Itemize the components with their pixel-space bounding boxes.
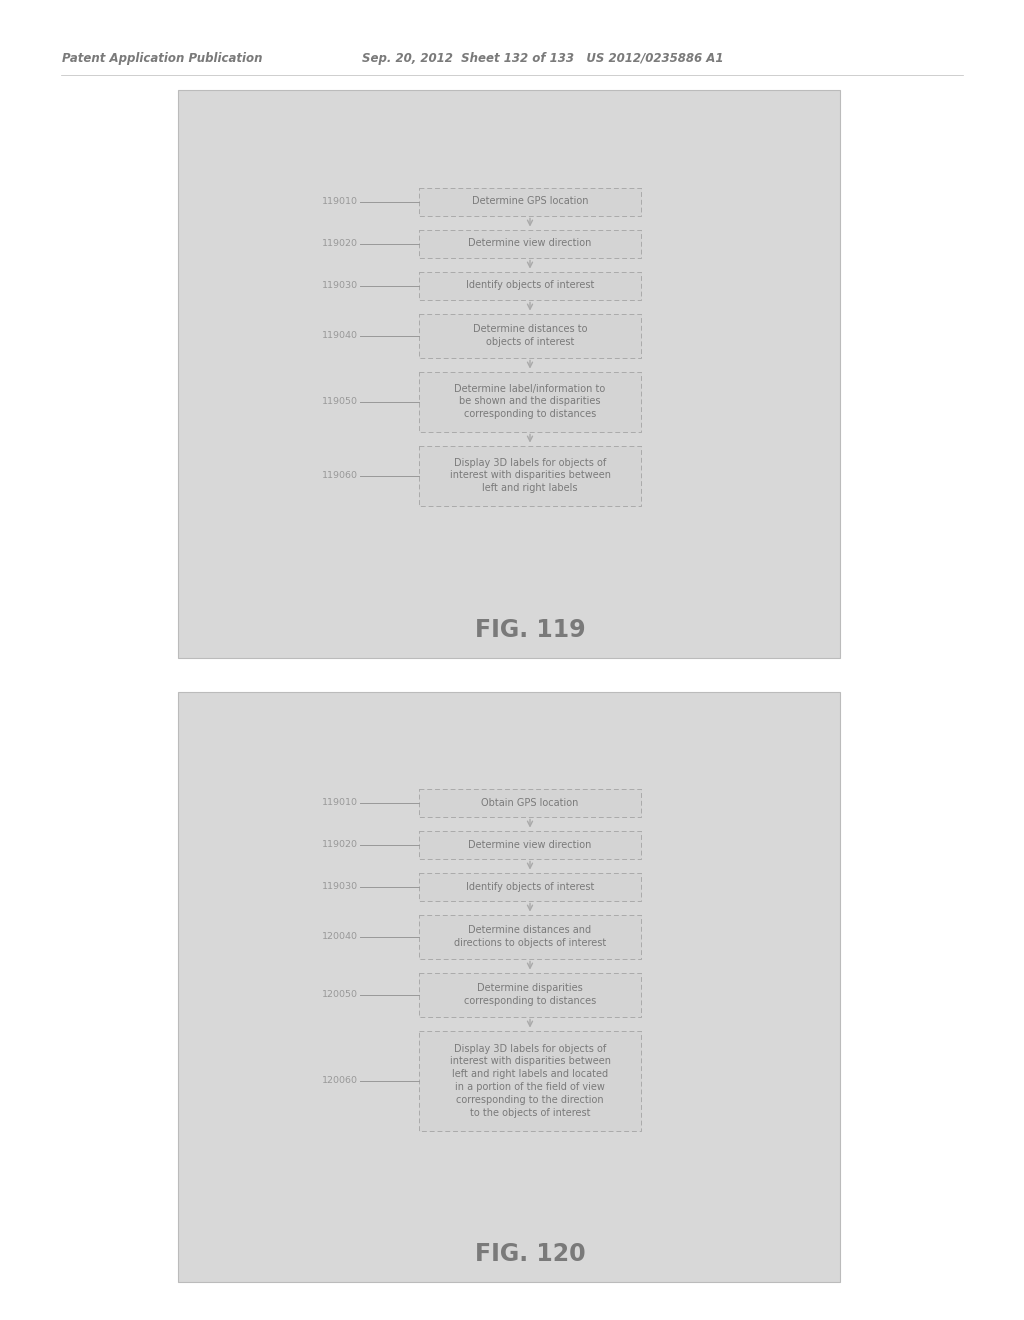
Text: 119020: 119020 [322,239,358,248]
FancyBboxPatch shape [178,90,840,657]
Text: 119030: 119030 [322,281,358,290]
Text: Determine GPS location: Determine GPS location [472,197,588,206]
FancyBboxPatch shape [419,788,641,817]
Text: Determine view direction: Determine view direction [468,840,592,850]
Text: 120040: 120040 [322,932,358,941]
FancyBboxPatch shape [419,314,641,358]
FancyBboxPatch shape [419,371,641,432]
Text: Obtain GPS location: Obtain GPS location [481,797,579,808]
FancyBboxPatch shape [419,187,641,215]
Text: FIG. 119: FIG. 119 [475,618,586,642]
Text: Identify objects of interest: Identify objects of interest [466,281,594,290]
FancyBboxPatch shape [419,973,641,1016]
Text: Display 3D labels for objects of
interest with disparities between
left and righ: Display 3D labels for objects of interes… [450,1044,610,1118]
Text: Patent Application Publication: Patent Application Publication [62,51,262,65]
FancyBboxPatch shape [178,692,840,1282]
FancyBboxPatch shape [419,446,641,506]
Text: Identify objects of interest: Identify objects of interest [466,882,594,891]
Text: 119020: 119020 [322,840,358,849]
FancyBboxPatch shape [419,230,641,257]
Text: 119030: 119030 [322,882,358,891]
Text: Determine disparities
corresponding to distances: Determine disparities corresponding to d… [464,983,596,1006]
FancyBboxPatch shape [419,272,641,300]
Text: 120060: 120060 [322,1076,358,1085]
FancyBboxPatch shape [419,915,641,958]
Text: Sep. 20, 2012  Sheet 132 of 133   US 2012/0235886 A1: Sep. 20, 2012 Sheet 132 of 133 US 2012/0… [362,51,724,65]
Text: 119010: 119010 [322,197,358,206]
Text: 119040: 119040 [322,331,358,341]
FancyBboxPatch shape [419,1031,641,1130]
Text: 119010: 119010 [322,799,358,807]
Text: Determine label/information to
be shown and the disparities
corresponding to dis: Determine label/information to be shown … [455,384,605,420]
Text: Determine view direction: Determine view direction [468,239,592,248]
Text: Display 3D labels for objects of
interest with disparities between
left and righ: Display 3D labels for objects of interes… [450,458,610,494]
Text: 119060: 119060 [322,471,358,480]
Text: Determine distances and
directions to objects of interest: Determine distances and directions to ob… [454,925,606,948]
Text: 119050: 119050 [322,397,358,407]
FancyBboxPatch shape [419,873,641,900]
Text: FIG. 120: FIG. 120 [475,1242,586,1266]
Text: 120050: 120050 [322,990,358,999]
Text: Determine distances to
objects of interest: Determine distances to objects of intere… [473,325,587,347]
FancyBboxPatch shape [419,830,641,858]
